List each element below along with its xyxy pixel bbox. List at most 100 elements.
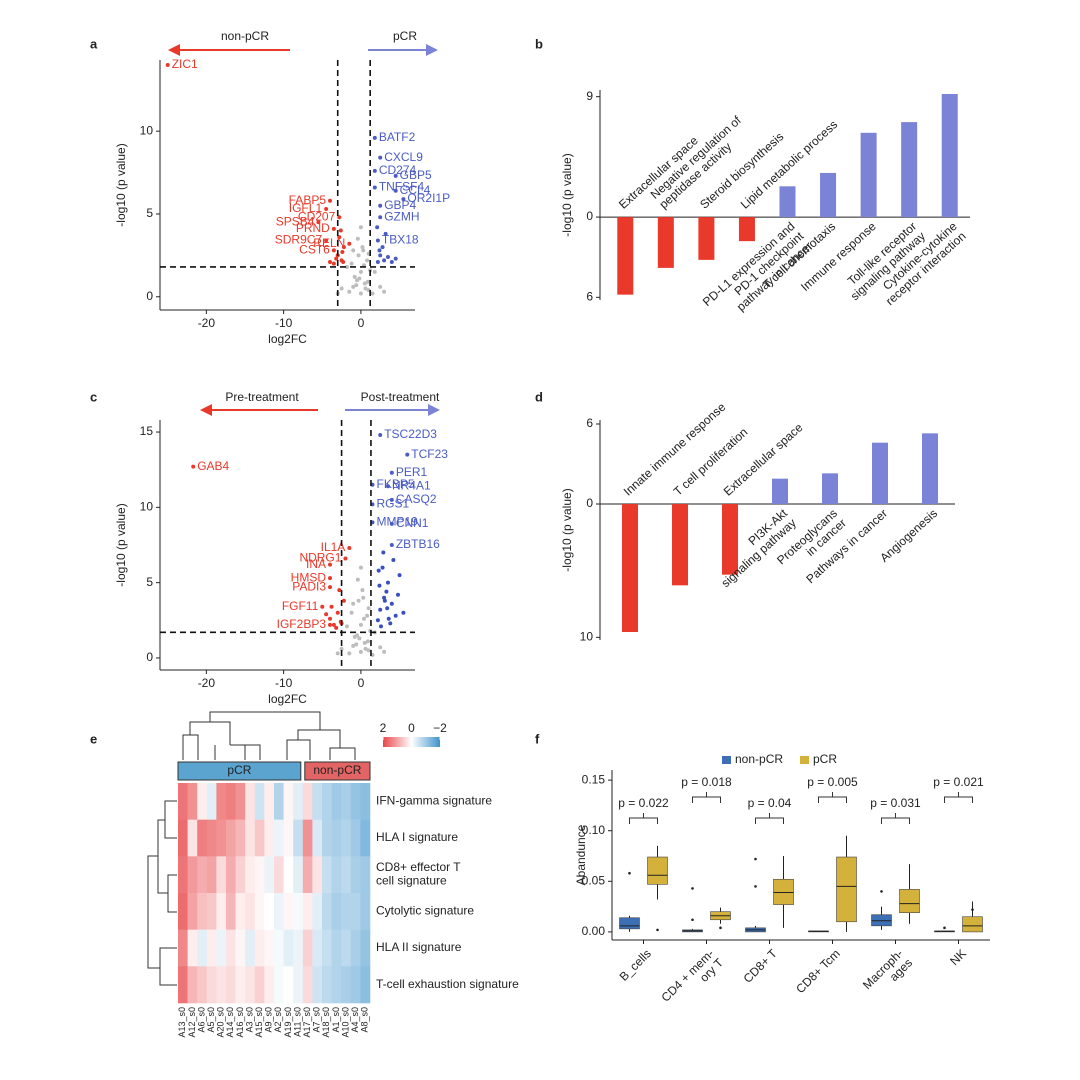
point [316, 220, 321, 225]
y-tick-label: 10 [140, 123, 154, 137]
outlier [656, 928, 659, 932]
heat-cell [178, 783, 188, 820]
heat-cell [245, 966, 256, 1004]
heat-cell [341, 893, 352, 930]
point [372, 269, 377, 274]
heat-cell [187, 893, 198, 930]
box [773, 878, 794, 905]
point [337, 215, 342, 220]
point [382, 258, 387, 263]
heat-cell [187, 819, 198, 857]
arrow-label: Pre-treatment [225, 390, 299, 404]
group-bar [177, 761, 302, 781]
point [358, 622, 363, 627]
point [382, 595, 387, 600]
point [389, 497, 394, 502]
heat-cell [274, 893, 284, 930]
point [328, 585, 332, 590]
point [328, 198, 332, 203]
legend-swatch [800, 756, 809, 764]
point [328, 562, 332, 567]
y-tick-label: 0.15 [582, 772, 606, 786]
point [335, 610, 340, 615]
point [391, 558, 396, 563]
heat-cell [235, 929, 246, 967]
heat-cell [331, 929, 342, 967]
point-label: FGF11 [282, 599, 319, 613]
outlier [754, 857, 757, 861]
outlier [691, 918, 694, 922]
point [351, 284, 356, 289]
heat-cell [293, 783, 304, 820]
column-label: A3_s0 [244, 1007, 254, 1033]
heat-cell [283, 929, 294, 967]
heat-cell [178, 966, 188, 1004]
heat-cell [360, 966, 371, 1004]
point [377, 248, 382, 253]
point-label: SDR9C7 [275, 233, 323, 247]
point [385, 484, 390, 489]
column-label: A16_s0 [235, 1007, 245, 1038]
bar [657, 217, 674, 268]
bar [822, 473, 838, 504]
point [365, 258, 370, 263]
point [393, 256, 398, 261]
bar [872, 442, 888, 504]
point [324, 612, 329, 617]
point-label: CASQ2 [396, 492, 437, 506]
point-label: HMSD [291, 570, 327, 584]
colorbar-label: −2 [433, 721, 447, 735]
y-axis-label: -log10 (p value) [560, 153, 574, 236]
heat-cell [360, 893, 371, 930]
row-label: HLA II signature [376, 940, 462, 954]
point [376, 568, 381, 573]
heat-cell [293, 819, 304, 857]
point [341, 598, 346, 603]
point [339, 286, 344, 291]
heat-cell [283, 783, 294, 820]
point [363, 646, 368, 651]
colorbar-label: 0 [408, 721, 415, 735]
heat-cell [206, 929, 217, 967]
heat-cell [360, 929, 371, 967]
point [385, 580, 390, 585]
y-tick-label: 6 [586, 416, 593, 430]
x-axis-label: log2FC [268, 332, 307, 346]
heat-cell [360, 783, 371, 820]
heat-cell [245, 856, 256, 894]
heat-cell [302, 893, 313, 930]
outlier [628, 871, 631, 875]
point [347, 241, 352, 246]
point [191, 464, 196, 469]
p-value: p = 0.021 [933, 775, 984, 789]
box [619, 917, 640, 930]
point [393, 613, 398, 618]
panel-letter: f [535, 731, 540, 746]
x-tick-label: -10 [275, 316, 293, 330]
bar [672, 504, 688, 586]
y-tick-label: 6 [586, 289, 593, 303]
heat-cell [302, 819, 313, 857]
heat-cell [350, 856, 361, 894]
point [349, 261, 354, 266]
heat-cell [178, 929, 188, 967]
y-tick-label: 0 [586, 209, 593, 223]
point [351, 601, 356, 606]
bar [622, 504, 638, 632]
heat-cell [206, 783, 217, 820]
arrow-head [200, 404, 212, 416]
x-axis-label: log2FC [268, 692, 307, 706]
point [378, 433, 383, 438]
bar [617, 217, 634, 295]
heat-cell [254, 819, 265, 857]
heat-cell [302, 856, 313, 894]
arrow-label: Post-treatment [361, 390, 440, 404]
column-label: A8_s0 [360, 1007, 370, 1033]
point [375, 259, 380, 264]
point [362, 616, 366, 621]
heat-cell [216, 966, 227, 1004]
bar [738, 217, 755, 242]
heat-cell [350, 783, 361, 820]
point [378, 253, 383, 258]
